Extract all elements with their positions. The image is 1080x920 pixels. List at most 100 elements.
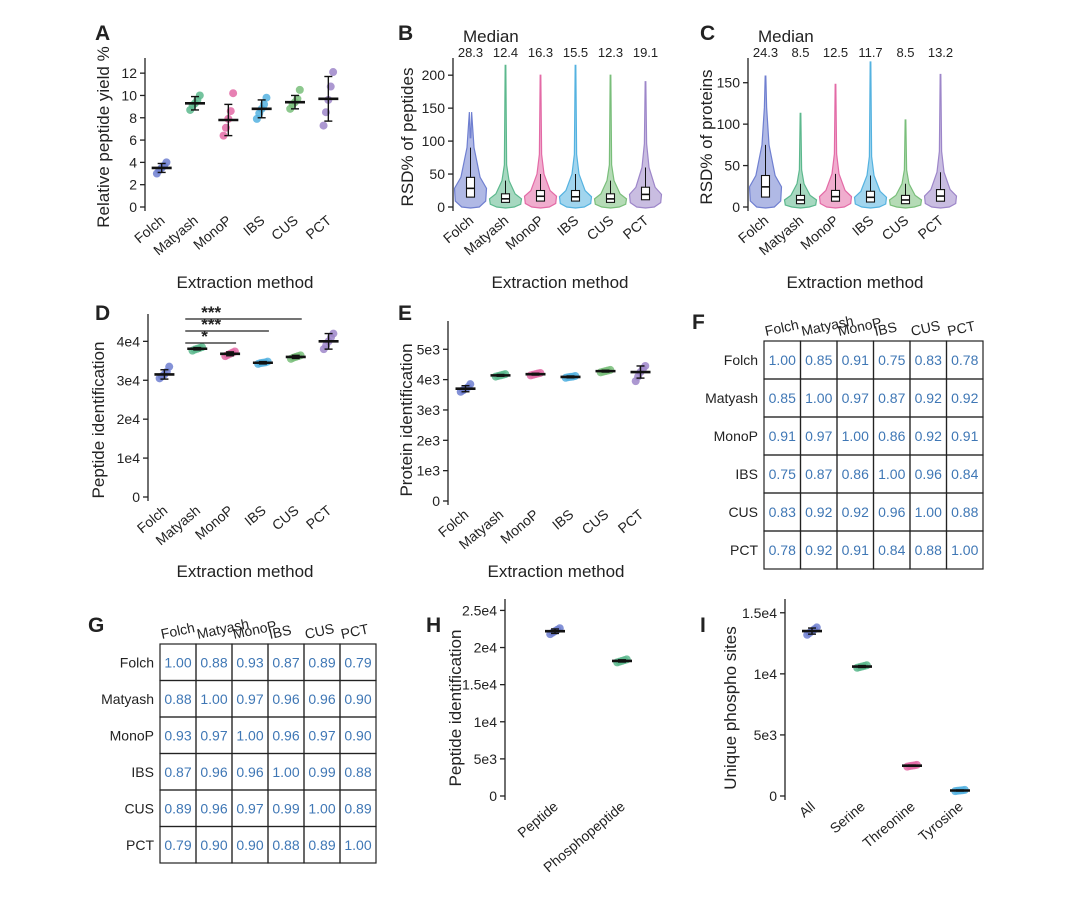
correlation-value: 0.97	[805, 428, 832, 444]
heatmap-cell	[945, 530, 984, 570]
x-tick-label: PCT	[620, 212, 652, 243]
y-tick-label: 2.5e4	[462, 602, 497, 618]
violin-shape	[558, 64, 593, 209]
y-axis-title: Unique phospho sites	[721, 626, 740, 790]
violin-shape	[488, 64, 523, 209]
data-point	[162, 158, 171, 167]
row-label: Matyash	[705, 390, 758, 406]
correlation-value: 0.96	[200, 800, 227, 816]
y-tick-label: 0	[769, 788, 777, 804]
correlation-value: 1.00	[236, 727, 263, 743]
median-value: 13.2	[928, 45, 953, 60]
y-tick-label: 1e4	[117, 450, 141, 466]
data-point	[219, 131, 228, 140]
row-label: PCT	[126, 837, 154, 853]
correlation-value: 0.92	[915, 428, 942, 444]
correlation-value: 0.83	[769, 504, 796, 520]
y-tick-label: 1e3	[417, 463, 441, 479]
panel-letter: D	[95, 302, 110, 325]
median-value: 12.3	[598, 45, 623, 60]
panel-f: F FolchFolchMatyashMatyashMonoPMonoPIBSIB…	[692, 311, 984, 570]
median-title: Median	[463, 27, 519, 46]
y-tick-label: 0	[489, 788, 497, 804]
y-axis-title: Peptide identification	[89, 342, 108, 499]
y-tick-label: 1e4	[754, 666, 778, 682]
median-value: 8.5	[791, 45, 809, 60]
y-axis-title: Peptide identification	[446, 630, 465, 787]
y-tick-label: 2e4	[474, 640, 498, 656]
correlation-value: 0.91	[951, 428, 978, 444]
x-axis-title: Extraction method	[176, 562, 313, 581]
correlation-value: 0.99	[308, 764, 335, 780]
violin-shape	[818, 83, 853, 209]
correlation-value: 0.88	[915, 542, 942, 558]
y-axis-title: Relative peptide yield %	[94, 46, 113, 227]
y-tick-label: 4e3	[417, 372, 441, 388]
row-label: Matyash	[101, 691, 154, 707]
panel-h: 0 5e3 1e4 1.5e4 2e4 2.5e4 Peptide identificati…	[426, 599, 632, 875]
y-tick-label: 3e3	[417, 402, 441, 418]
correlation-value: 0.96	[272, 691, 299, 707]
correlation-value: 0.79	[344, 654, 371, 670]
panel-a: 0 2 4 6 8 10 12 Relative peptide yield % Extract…	[94, 22, 339, 292]
correlation-value: 0.84	[878, 542, 905, 558]
correlation-value: 0.89	[344, 800, 371, 816]
correlation-value: 1.00	[951, 542, 978, 558]
median-value: 28.3	[458, 45, 483, 60]
median-value: 12.4	[493, 45, 518, 60]
y-tick-label: 5e3	[417, 341, 441, 357]
correlation-value: 0.96	[878, 504, 905, 520]
y-tick-label: 1e4	[474, 714, 498, 730]
x-tick-label: PCT	[615, 506, 647, 537]
panel-letter: E	[398, 302, 412, 325]
column-label: IBS	[267, 622, 292, 642]
correlation-value: 0.86	[878, 428, 905, 444]
correlation-value: 1.00	[805, 390, 832, 406]
data-point	[319, 121, 328, 130]
y-tick-label: 5e3	[754, 727, 778, 743]
correlation-value: 0.89	[164, 800, 191, 816]
correlation-value: 0.93	[236, 654, 263, 670]
violin-shape	[523, 74, 558, 209]
y-tick-label: 4	[129, 154, 137, 170]
x-tick-label: All	[796, 798, 818, 820]
correlation-value: 0.96	[915, 466, 942, 482]
correlation-value: 0.97	[236, 691, 263, 707]
median-value: 19.1	[633, 45, 658, 60]
panel-letter: I	[700, 614, 706, 637]
y-tick-label: 5e3	[474, 751, 498, 767]
box-rect	[465, 176, 476, 198]
correlation-value: 0.75	[878, 352, 905, 368]
correlation-value: 0.96	[200, 764, 227, 780]
y-tick-label: 50	[724, 158, 740, 174]
x-axis-title: Extraction method	[491, 273, 628, 292]
correlation-value: 0.88	[272, 837, 299, 853]
x-tick-label: PCT	[303, 212, 335, 243]
correlation-value: 0.88	[344, 764, 371, 780]
x-tick-label: Serine	[827, 798, 868, 836]
y-axis-title: Protein identification	[397, 343, 416, 496]
correlation-value: 1.00	[878, 466, 905, 482]
correlation-value: 0.83	[915, 352, 942, 368]
y-tick-label: 1.5e4	[462, 677, 497, 693]
correlation-value: 1.00	[769, 352, 796, 368]
x-tick-label: IBS	[849, 212, 877, 239]
data-point	[812, 623, 821, 632]
correlation-value: 0.92	[915, 390, 942, 406]
data-point	[229, 89, 238, 98]
y-tick-label: 8	[129, 110, 137, 126]
correlation-value: 0.91	[842, 542, 869, 558]
correlation-value: 0.78	[769, 542, 796, 558]
correlation-value: 0.87	[878, 390, 905, 406]
median-title: Median	[758, 27, 814, 46]
violin-shape	[888, 119, 923, 209]
median-value: 15.5	[563, 45, 588, 60]
panel-letter: H	[426, 614, 441, 637]
significance-label: ***	[201, 315, 221, 334]
row-label: CUS	[728, 504, 758, 520]
panel-d: 0 1e4 2e4 3e4 4e4 Peptide identification Extra…	[89, 302, 339, 581]
x-tick-label: CUS	[878, 212, 911, 243]
